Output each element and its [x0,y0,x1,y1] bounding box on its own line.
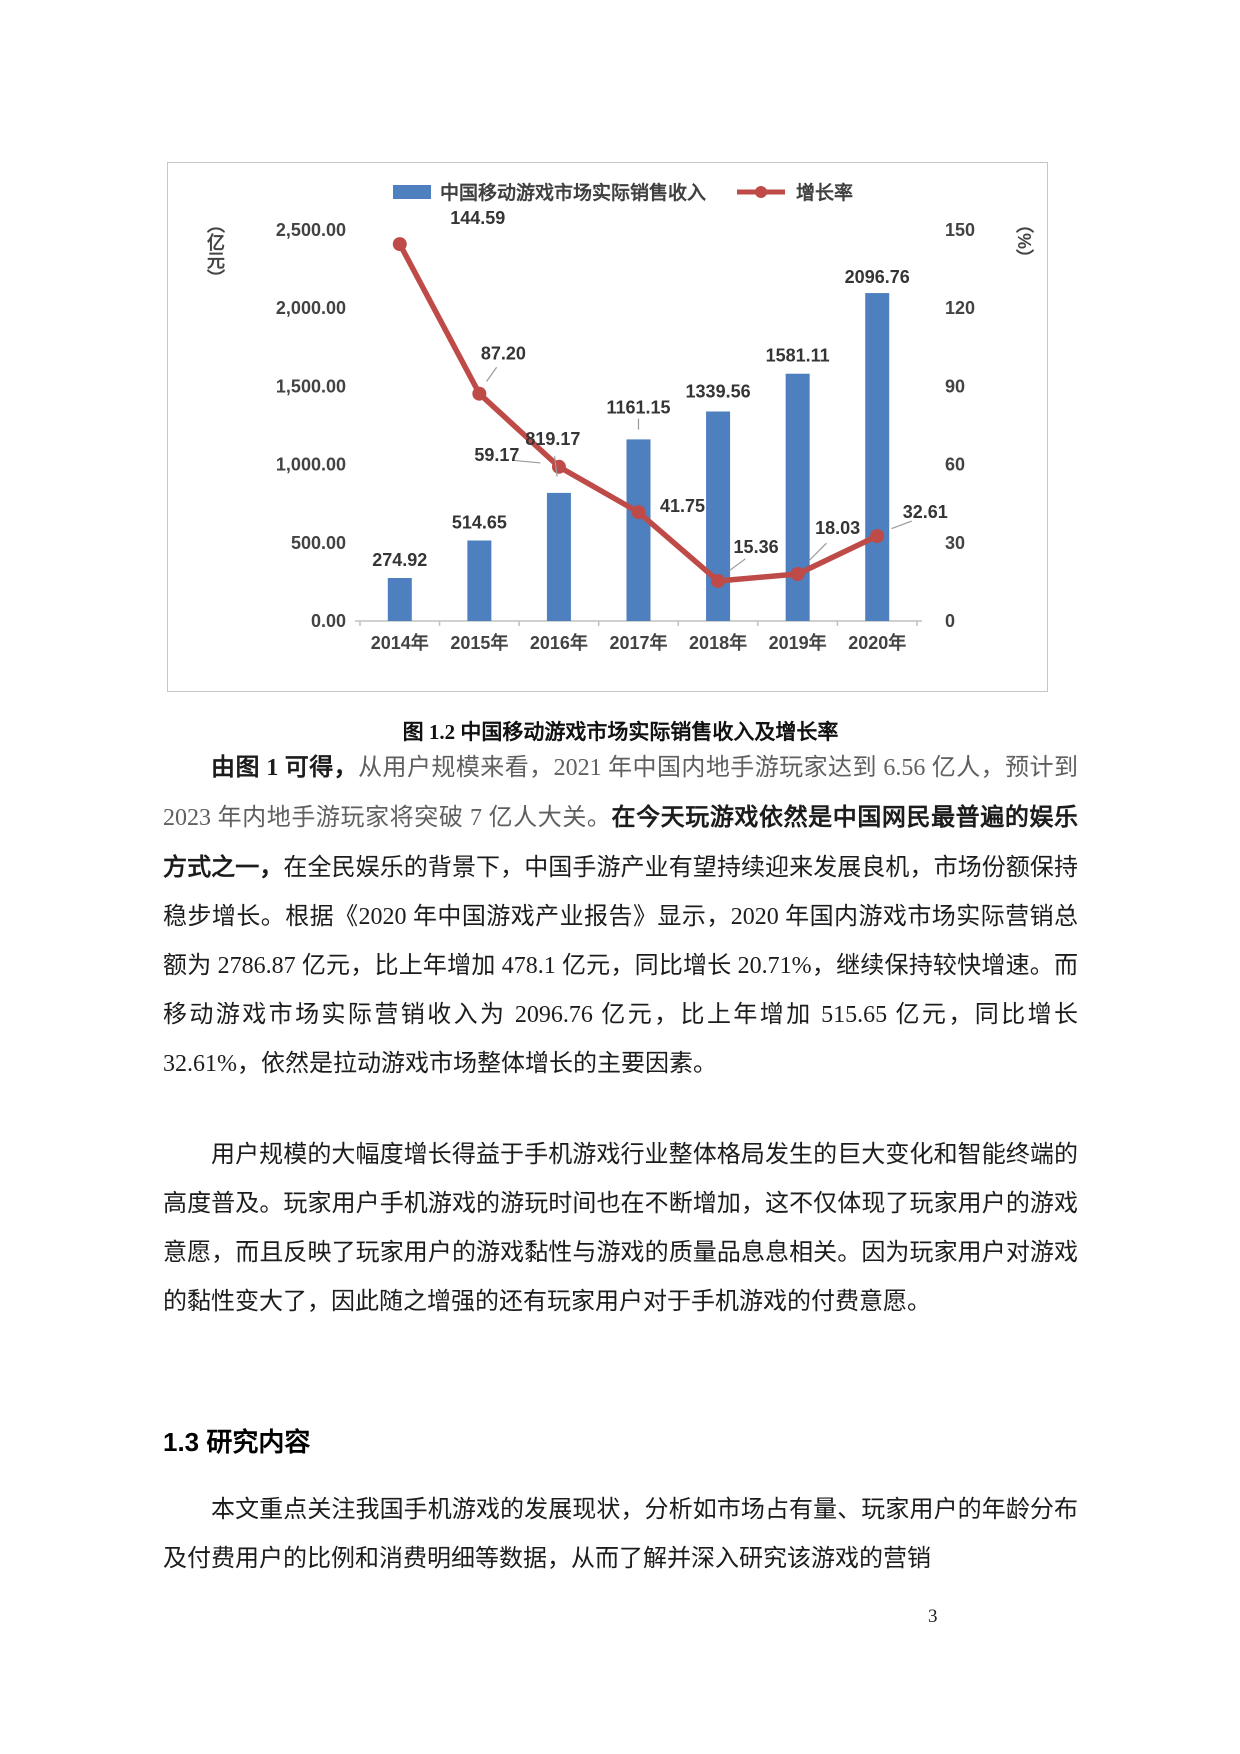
revenue-growth-chart: 2,500.00 2,000.00 1,500.00 1,000.00 500.00 0.… [167,162,1048,692]
growth-line-marker [392,237,407,252]
text-segment: 在今天玩游戏依然是中国网民最普遍的娱乐方式之一， [163,804,1078,881]
x-axis-label: 2019年 [769,632,827,653]
left-axis-tick-label: 1,500.00 [276,376,346,396]
legend-bar-label: 中国移动游戏市场实际销售收入 [440,181,706,204]
growth-line-marker [472,386,487,401]
label-leader-line [486,366,498,382]
section-heading: 1.3 研究内容 [163,1427,311,1457]
left-axis-tick-label: 2,000.00 [276,298,346,318]
right-axis-tick-label: 0 [945,611,955,631]
left-axis-tick-label: 2,500.00 [276,220,346,240]
x-axis-label: 2020年 [848,632,906,653]
text-segment: 用户规模的大幅度增长得益于手机游戏行业整体格局发生的巨大变化和智能终端的高度普及… [163,1142,1078,1315]
growth-line-marker [870,528,885,543]
right-axis-tick-label: 30 [945,533,965,553]
growth-value-label: 18.03 [815,518,860,538]
left-axis-title: （亿元） [205,215,225,287]
revenue-bar [626,439,651,621]
page-number: 3 [928,1606,938,1627]
x-axis-label: 2017年 [609,632,667,653]
right-axis-title: （%） [1014,215,1034,267]
bar-value-label: 2096.76 [845,267,910,287]
text-segment: 在全民娱乐的背景下，中国手游产业有望持续迎来发展良机，市场份额保持稳步增长。根据… [163,855,1078,1077]
revenue-bar [706,411,731,621]
growth-line-marker [711,573,726,588]
x-axis-label: 2018年 [689,632,747,653]
label-leader-line [809,542,827,561]
bar-value-label: 1581.11 [766,346,830,366]
bar-value-label: 1339.56 [686,381,751,401]
bar-value-label: 274.92 [372,550,427,570]
left-axis-tick-label: 500.00 [291,533,346,553]
growth-line-marker [631,505,646,520]
right-axis-tick-label: 90 [945,376,965,396]
revenue-bar [387,578,412,621]
right-axis-tick-label: 120 [945,298,975,318]
label-leader-line [729,558,746,572]
figure-caption: 图 1.2 中国移动游戏市场实际销售收入及增长率 [402,720,839,744]
growth-value-label: 144.59 [450,208,505,228]
right-axis-tick-label: 150 [945,220,975,240]
chart-canvas: 2,500.00 2,000.00 1,500.00 1,000.00 500.00 0.… [205,181,1034,653]
growth-line-marker [551,459,566,474]
paragraph-market-overview: 由图 1 可得，从用户规模来看，2021 年中国内地手游玩家达到 6.56 亿人… [163,744,1078,1089]
x-axis-label: 2015年 [450,632,508,653]
paragraph-research-content: 本文重点关注我国手机游戏的发展现状，分析如市场占有量、玩家用户的年龄分布及付费用… [163,1486,1078,1584]
growth-value-label: 59.17 [474,445,519,465]
text-segment: 本文重点关注我国手机游戏的发展现状，分析如市场占有量、玩家用户的年龄分布及付费用… [163,1497,1078,1572]
growth-value-label: 15.36 [734,537,779,557]
left-axis-tick-label: 1,000.00 [276,455,346,475]
legend-bar-swatch [393,185,431,199]
left-axis-tick-label: 0.00 [311,611,346,631]
label-leader-line [514,459,541,464]
growth-value-label: 32.61 [903,502,948,522]
growth-line-marker [790,567,805,582]
legend-line-label: 增长率 [796,181,853,204]
paragraph-user-growth: 用户规模的大幅度增长得益于手机游戏行业整体格局发生的巨大变化和智能终端的高度普及… [163,1131,1078,1327]
revenue-bar [865,293,890,621]
revenue-bar [467,540,492,621]
x-axis-label: 2016年 [530,632,588,653]
growth-value-label: 87.20 [481,344,526,364]
bar-value-label: 819.17 [525,429,580,449]
revenue-bar [546,492,571,621]
bar-value-label: 1161.15 [606,397,670,417]
text-segment: 从用户规模来看，2021 年中国内地手游玩家达到 6.56 亿人，预计到 202… [163,755,1079,831]
label-leader-line [554,456,558,477]
right-axis-tick-label: 60 [945,455,965,475]
legend-line-marker [755,186,767,198]
label-leader-line [891,520,912,530]
revenue-bar [785,373,810,621]
text-segment: 由图 1 可得， [211,755,359,781]
x-axis-label: 2014年 [371,632,429,653]
bar-value-label: 514.65 [452,513,507,533]
growth-value-label: 41.75 [660,496,705,516]
